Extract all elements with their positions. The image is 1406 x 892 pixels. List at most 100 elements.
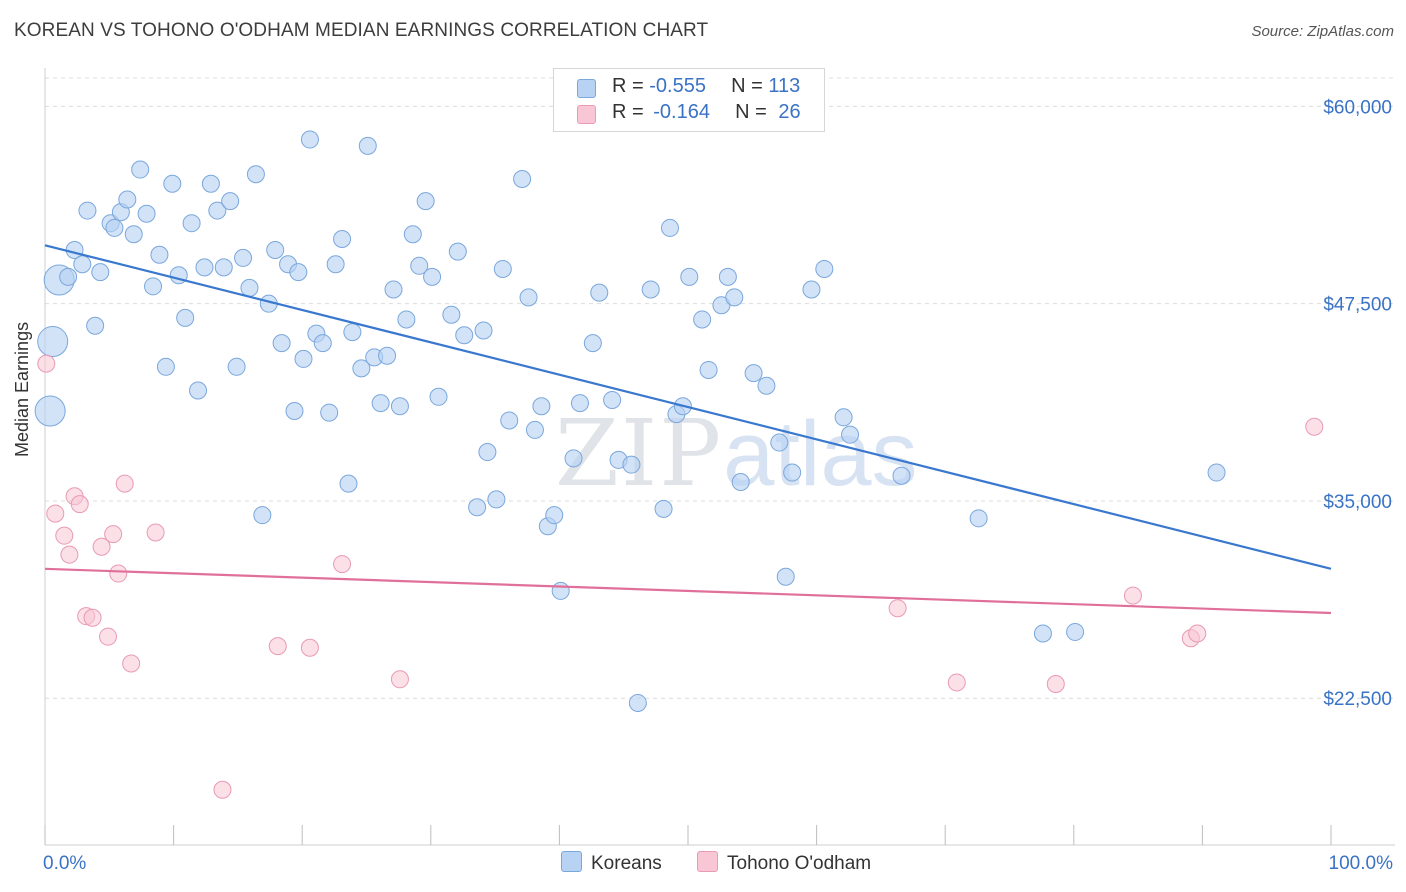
y-tick-label: $22,500 [1323, 689, 1392, 710]
bottom-legend-korean: Koreans [561, 851, 662, 875]
korean-point [815, 259, 834, 278]
tohono-point [122, 654, 141, 673]
tohono-point [1188, 624, 1207, 643]
korean-n-value: 113 [768, 75, 801, 97]
chart-title: KOREAN VS TOHONO O'ODHAM MEDIAN EARNINGS… [14, 20, 709, 41]
tohono-point [268, 637, 287, 656]
korean-point [182, 214, 201, 233]
tohono-point [83, 608, 102, 627]
korean-point [500, 411, 519, 430]
korean-point [131, 160, 150, 179]
korean-point [352, 359, 371, 378]
korean-point [410, 256, 429, 275]
tohono-trend-line [44, 567, 1332, 615]
korean-point [455, 326, 474, 345]
grid-lines [45, 77, 1395, 699]
korean-point [1033, 624, 1052, 643]
korean-point [333, 229, 352, 248]
korean-point [712, 296, 731, 315]
korean-point [156, 357, 175, 376]
tohono-n-value: 26 [778, 101, 801, 123]
tohono-point [37, 354, 56, 373]
korean-r-value: -0.555 [649, 75, 706, 97]
korean-point [802, 280, 821, 299]
korean-point [448, 242, 467, 261]
korean-point [513, 170, 532, 189]
korean-point [272, 334, 291, 353]
korean-point [208, 201, 227, 220]
korean-point [776, 567, 795, 586]
korean-point [78, 201, 97, 220]
korean-point [442, 305, 461, 324]
korean-point [423, 267, 442, 286]
korean-point [519, 288, 538, 307]
y-axis-label: Median Earnings [12, 321, 32, 457]
korean-point [416, 192, 435, 211]
korean-point [195, 258, 214, 277]
correlation-legend: R = -0.555 N = 113 R = -0.164 N = 26 [553, 68, 825, 132]
tohono-point [99, 627, 118, 646]
korean-point [320, 403, 339, 422]
korean-point [603, 390, 622, 409]
korean-point [289, 263, 308, 282]
korean-point [474, 321, 493, 340]
tohono-point [60, 545, 79, 564]
korean-point [744, 364, 763, 383]
korean-point [532, 397, 551, 416]
y-tick-label: $60,000 [1323, 97, 1392, 118]
korean-point [300, 130, 319, 149]
korean-point [468, 498, 487, 517]
korean-point [124, 225, 143, 244]
y-tick-label: $47,500 [1323, 295, 1392, 316]
bottom-swatch-korean [561, 851, 582, 872]
tohono-point [333, 555, 352, 574]
korean-point [234, 248, 253, 267]
korean-point [378, 346, 397, 365]
korean-point [570, 394, 589, 413]
x-tick-label-min: 0.0% [43, 853, 86, 874]
bottom-legend-tohono: Tohono O'odham [697, 851, 871, 875]
korean-points [34, 130, 1226, 712]
korean-point [680, 267, 699, 286]
korean-point [221, 192, 240, 211]
korean-point [478, 443, 497, 462]
korean-point [590, 283, 609, 302]
korean-point [525, 420, 544, 439]
x-tick-label-max: 100.0% [1329, 853, 1394, 874]
korean-point [201, 174, 220, 193]
korean-point [731, 473, 750, 492]
korean-point [1207, 463, 1226, 482]
korean-point [73, 255, 92, 274]
korean-point [628, 693, 647, 712]
korean-trend-line [44, 244, 1332, 570]
korean-point [59, 267, 78, 286]
korean-point [770, 433, 789, 452]
korean-point [429, 387, 448, 406]
korean-point [834, 408, 853, 427]
korean-point [313, 334, 332, 353]
korean-point [390, 397, 409, 416]
tohono-point [46, 504, 65, 523]
korean-point [339, 474, 358, 493]
y-tick-label: $35,000 [1323, 492, 1392, 513]
korean-point [487, 490, 506, 509]
tohono-r-value: -0.164 [653, 101, 710, 123]
korean-point [564, 449, 583, 468]
tohono-points [37, 354, 1324, 799]
tohono-point [55, 526, 74, 545]
korean-point [144, 277, 163, 296]
korean-point [622, 455, 641, 474]
watermark: ZIPatlas [555, 400, 918, 507]
korean-point [654, 499, 673, 518]
korean-point [227, 357, 246, 376]
korean-point [91, 263, 110, 282]
tohono-point [888, 599, 907, 618]
tohono-point [213, 780, 232, 799]
korean-point [105, 218, 124, 237]
korean-point [214, 258, 233, 277]
korean-point [326, 255, 345, 274]
korean-point [841, 425, 860, 444]
legend-swatch-tohono [577, 105, 596, 124]
korean-point [969, 509, 988, 528]
